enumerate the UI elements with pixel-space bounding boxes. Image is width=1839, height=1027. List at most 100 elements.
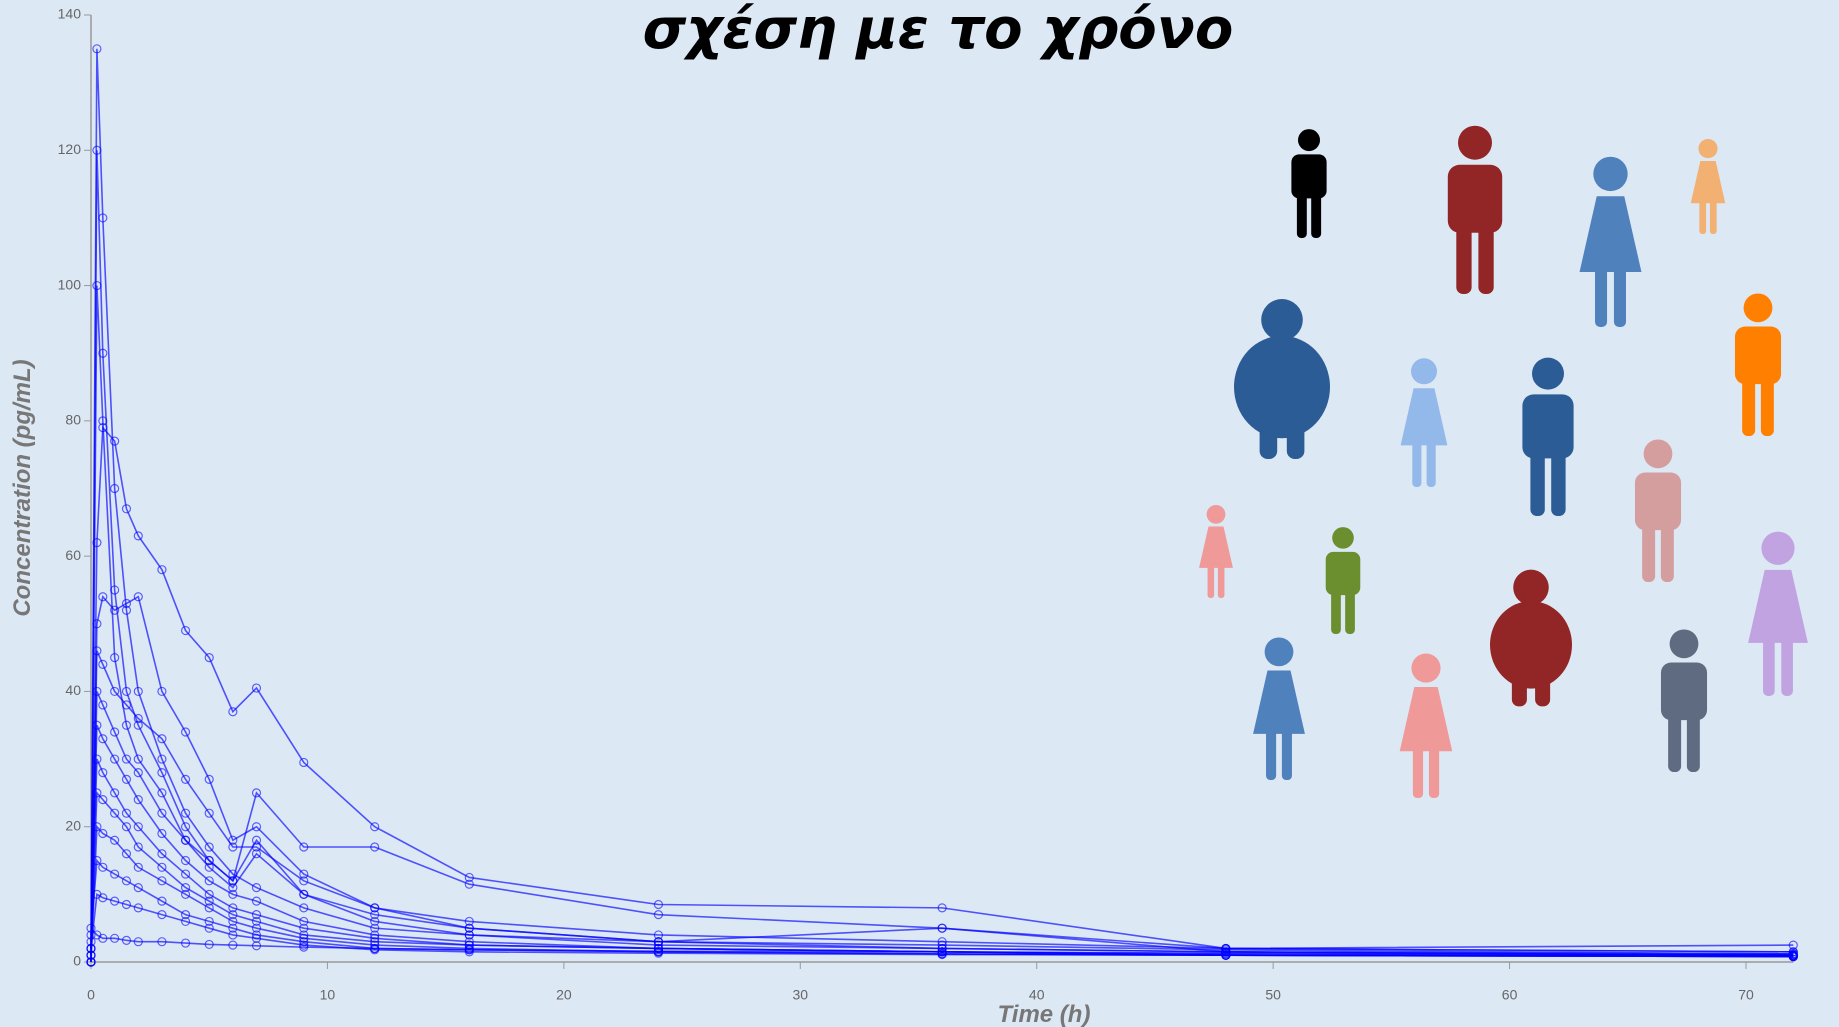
data-point	[251, 683, 262, 693]
data-point	[228, 903, 238, 913]
data-point	[92, 145, 102, 155]
data-point	[299, 889, 309, 899]
data-point	[110, 835, 120, 845]
data-point	[1221, 950, 1231, 960]
data-point	[180, 855, 191, 866]
data-point	[98, 795, 108, 805]
data-point	[121, 605, 132, 615]
data-point	[110, 483, 120, 494]
y-tick-label: 20	[65, 817, 81, 833]
data-point	[228, 842, 238, 852]
data-point	[370, 916, 380, 927]
data-point	[157, 734, 167, 744]
data-point	[86, 943, 96, 954]
data-point	[133, 754, 143, 764]
data-point	[98, 700, 108, 710]
series-line	[90, 927, 1794, 957]
data-point	[180, 869, 191, 879]
data-point	[228, 940, 238, 950]
data-point	[133, 795, 143, 805]
data-point	[1788, 951, 1798, 962]
series-line	[90, 790, 1794, 957]
data-point	[204, 923, 214, 933]
data-point	[157, 876, 167, 886]
data-point	[204, 889, 214, 899]
data-point	[251, 835, 262, 845]
data-point	[464, 872, 474, 883]
data-point	[157, 910, 167, 920]
x-tick-label: 50	[1265, 987, 1281, 1003]
series-line	[90, 893, 1794, 958]
data-point	[204, 876, 214, 886]
data-point	[133, 842, 143, 852]
y-tick-label: 100	[58, 276, 82, 292]
data-point	[133, 862, 143, 872]
data-point	[228, 923, 238, 933]
data-point	[110, 727, 120, 737]
data-point	[110, 808, 120, 818]
data-point	[464, 879, 474, 889]
data-point	[180, 727, 191, 737]
data-point	[251, 822, 262, 832]
data-point	[86, 957, 96, 967]
data-point	[299, 869, 309, 879]
data-point	[937, 943, 947, 954]
data-point	[92, 646, 102, 656]
data-point	[98, 416, 108, 426]
y-tick-label: 60	[65, 547, 81, 563]
data-point	[937, 923, 947, 933]
data-point	[251, 788, 262, 798]
data-point	[180, 822, 191, 832]
data-point	[251, 910, 262, 920]
data-point	[299, 940, 309, 950]
data-point	[157, 686, 167, 697]
data-point	[121, 849, 132, 859]
data-point	[204, 862, 214, 872]
data-point	[121, 720, 132, 730]
y-tick-label: 120	[58, 141, 82, 157]
data-point	[92, 855, 102, 866]
data-point	[204, 916, 214, 927]
data-point	[157, 937, 167, 947]
data-point	[121, 899, 132, 910]
data-point	[180, 910, 191, 920]
data-point	[204, 774, 214, 784]
data-point	[133, 937, 143, 947]
data-point	[133, 767, 143, 778]
data-point	[180, 938, 191, 948]
data-point	[299, 757, 309, 768]
data-point	[228, 889, 238, 899]
data-point	[464, 930, 474, 940]
series-line	[90, 691, 1794, 963]
data-point	[464, 916, 474, 927]
series-line	[90, 650, 1794, 957]
x-tick-label: 20	[556, 987, 572, 1003]
data-point	[133, 713, 143, 724]
series-line	[90, 858, 1794, 958]
data-point	[653, 948, 664, 958]
data-point	[464, 923, 474, 933]
data-point	[228, 882, 238, 893]
data-point	[204, 808, 214, 818]
data-point	[180, 916, 191, 927]
data-point	[228, 930, 238, 940]
data-point	[121, 754, 132, 764]
data-point	[133, 822, 143, 832]
data-point	[180, 774, 191, 784]
data-point	[204, 842, 214, 852]
data-point	[251, 916, 262, 927]
data-point	[204, 653, 214, 663]
data-point	[110, 896, 120, 906]
x-tick-label: 60	[1502, 987, 1518, 1003]
data-point	[251, 896, 262, 906]
data-point	[110, 436, 120, 446]
data-point	[228, 707, 238, 717]
data-point	[157, 754, 167, 764]
data-point	[98, 828, 108, 839]
data-point	[133, 592, 143, 602]
data-point	[121, 822, 132, 832]
data-point	[204, 903, 214, 913]
x-tick-label: 40	[1029, 987, 1045, 1003]
data-point	[370, 910, 380, 920]
